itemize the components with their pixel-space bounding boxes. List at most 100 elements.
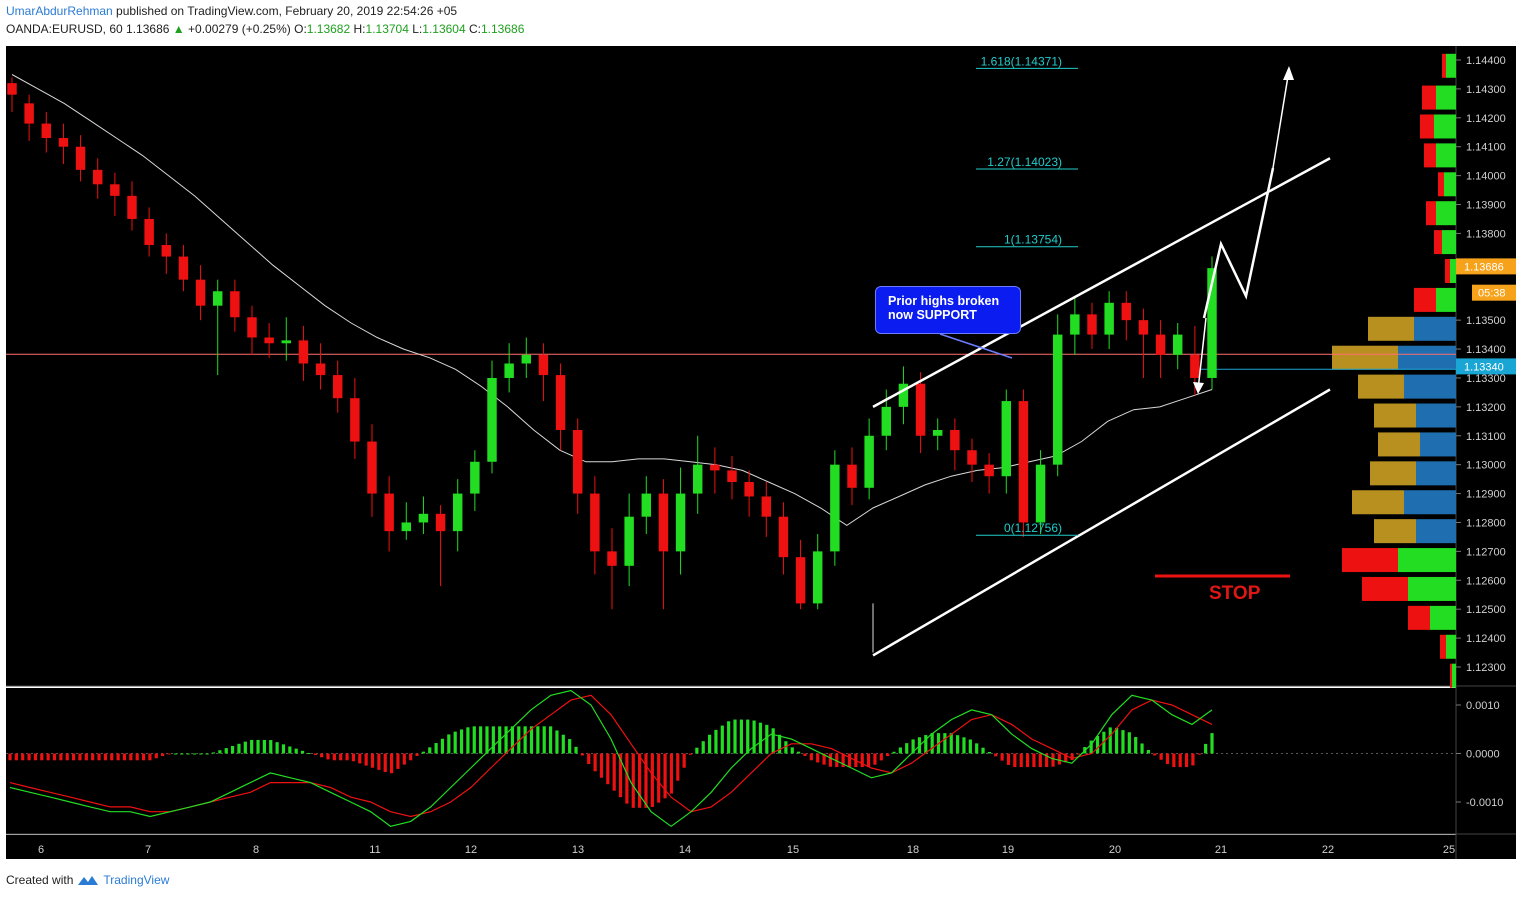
volume-profile-bar [1416, 519, 1456, 544]
histogram-bar [97, 753, 101, 761]
histogram-bar [987, 751, 992, 754]
histogram-bar [949, 733, 953, 754]
histogram-bar [91, 753, 95, 761]
price-axis[interactable] [1456, 46, 1516, 859]
tradingview-link[interactable]: TradingView [103, 873, 170, 887]
histogram-bar [911, 739, 915, 754]
ohlc-line: OANDA:EURUSD, 60 1.13686 ▲ +0.00279 (+0.… [6, 22, 524, 36]
histogram-bar [27, 753, 31, 761]
time-axis[interactable] [6, 835, 1456, 859]
price-tick-label: 1.13500 [1466, 315, 1506, 327]
histogram-bar [962, 737, 966, 754]
histogram-bar [8, 753, 12, 761]
candle-body [1207, 268, 1217, 378]
histogram-bar [599, 753, 604, 778]
histogram-bar [612, 753, 616, 791]
time-tick-label: 14 [679, 844, 691, 856]
histogram-bar [192, 753, 197, 755]
candle-body [761, 496, 771, 517]
histogram-bar [409, 753, 413, 761]
tradingview-logo-icon [78, 876, 99, 885]
time-tick-label: 18 [907, 844, 919, 856]
histogram-bar [434, 743, 438, 754]
candle-body [1053, 334, 1063, 465]
time-tick-label: 12 [465, 844, 477, 856]
histogram-bar [828, 753, 833, 767]
histogram-bar [122, 753, 127, 761]
histogram-bar [994, 753, 998, 757]
candle-body [24, 103, 34, 124]
histogram-bar [250, 739, 254, 754]
candle-body [350, 398, 360, 442]
indicator-pane[interactable] [6, 688, 1456, 834]
histogram-bar [631, 753, 635, 808]
histogram-bar [777, 734, 782, 754]
callout-support-note[interactable]: Prior highs broken now SUPPORT [875, 286, 1021, 334]
candle-body [641, 493, 651, 517]
candle-body [590, 493, 600, 552]
histogram-bar [1006, 753, 1011, 765]
histogram-bar [752, 720, 756, 754]
candle-body [744, 482, 754, 497]
histogram-bar [103, 753, 107, 761]
histogram-bar [1165, 753, 1170, 765]
volume-profile-bar [1450, 259, 1456, 284]
candle-body [1155, 334, 1166, 355]
histogram-bar [1000, 753, 1004, 761]
volume-profile-bar [1420, 432, 1456, 457]
histogram-bar [1032, 753, 1036, 768]
histogram-bar [1089, 740, 1093, 754]
candle-body [693, 464, 703, 494]
histogram-bar [739, 719, 743, 754]
candle-body [110, 184, 120, 196]
candle-body [813, 551, 823, 604]
candle-body [881, 406, 891, 436]
volume-profile-bar [1398, 548, 1456, 573]
drawings [872, 66, 1331, 657]
volume-profile-bar [1368, 316, 1414, 341]
histogram-bar [46, 753, 50, 761]
histogram-bar [332, 753, 336, 761]
histogram-bar [364, 753, 368, 766]
candle-body [281, 340, 291, 344]
histogram-bar [383, 753, 387, 773]
histogram-bar [84, 753, 88, 761]
volume-profile-bar [1436, 201, 1456, 226]
price-tick-label: 1.14100 [1466, 142, 1506, 154]
price-tick-label: 1.12400 [1466, 633, 1506, 645]
candle-body [333, 375, 343, 399]
price-tick-label: 1.13900 [1466, 200, 1506, 212]
histogram-bar [14, 753, 18, 761]
candle-body [144, 218, 154, 245]
histogram-bar [886, 753, 890, 757]
candle-body [607, 551, 617, 566]
time-tick-label: 22 [1322, 844, 1334, 856]
volume-profile-bar [1430, 605, 1456, 630]
histogram-bar [110, 753, 114, 761]
histogram-bar [803, 753, 807, 756]
volume-profile-bar [1408, 605, 1430, 630]
histogram-bar [943, 733, 947, 754]
moving-average [11, 74, 1213, 527]
histogram-bar [1013, 753, 1017, 768]
histogram-bar [657, 753, 661, 803]
author-link[interactable]: UmarAbdurRehman [6, 4, 113, 18]
histogram-bar [491, 726, 495, 754]
indicator-tick-label: 0.0000 [1466, 749, 1500, 761]
histogram-bar [529, 726, 534, 754]
histogram-bar [415, 753, 419, 756]
volume-profile-bar [1414, 287, 1436, 312]
histogram-bar [809, 753, 813, 761]
volume-profile-bar [1446, 53, 1456, 78]
candle-body [75, 146, 86, 170]
volume-profile-bar [1416, 403, 1456, 428]
histogram-bar [21, 753, 25, 761]
volume-profile-bar [1452, 663, 1456, 688]
histogram-bar [1191, 753, 1195, 766]
histogram-bar [154, 753, 158, 759]
candle-body [93, 169, 103, 185]
histogram-bar [1070, 753, 1074, 760]
price-tick-label: 1.13000 [1466, 460, 1506, 472]
histogram-bar [1146, 749, 1151, 754]
